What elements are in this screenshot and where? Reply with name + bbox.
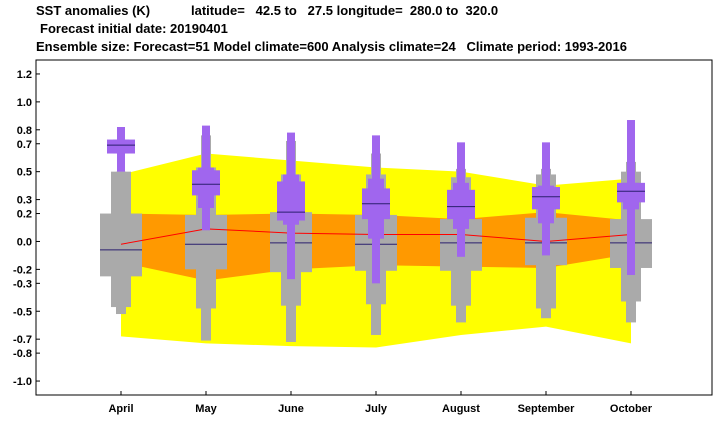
forecast-box xyxy=(617,182,645,203)
y-tick-label: -0.7 xyxy=(13,334,32,346)
x-tick-label: June xyxy=(278,403,304,415)
chart-title: SST anomalies (K) xyxy=(36,3,151,18)
x-tick-label: August xyxy=(442,403,480,415)
y-tick-label: -0.3 xyxy=(13,278,32,290)
y-tick-label: 1.0 xyxy=(17,97,32,109)
chart-header: SST anomalies (K) latitude= 42.5 to 27.5… xyxy=(0,0,720,58)
y-tick-label: 1.2 xyxy=(17,69,32,81)
x-tick-label: September xyxy=(518,403,576,415)
y-tick-label: -0.5 xyxy=(13,306,32,318)
forecast-box xyxy=(192,170,220,196)
forecast-box xyxy=(532,187,560,210)
x-tick-label: July xyxy=(365,403,388,415)
x-tick-label: October xyxy=(610,403,653,415)
forecast-box xyxy=(447,189,475,220)
y-tick-label: 0.8 xyxy=(17,125,32,137)
region-label: latitude= 42.5 to 27.5 longitude= 280.0 … xyxy=(191,3,499,18)
y-tick-label: 0.5 xyxy=(17,167,32,179)
y-tick-label: 0.7 xyxy=(17,139,32,151)
y-tick-label: 0.0 xyxy=(17,236,32,248)
plot-frame xyxy=(35,59,713,396)
y-tick-label: -0.2 xyxy=(13,264,32,276)
forecast-box xyxy=(277,181,305,221)
y-tick-label: -0.8 xyxy=(13,348,32,360)
x-tick-label: May xyxy=(195,403,217,415)
model-climate-box xyxy=(100,213,142,277)
y-tick-label: -1.0 xyxy=(13,376,32,388)
y-tick-label: 0.3 xyxy=(17,195,32,207)
forecast-date-label: Forecast initial date: 20190401 xyxy=(40,21,228,36)
forecast-box xyxy=(107,139,135,154)
y-tick-label: 0.2 xyxy=(17,209,32,221)
x-tick-label: April xyxy=(108,403,133,415)
ensemble-info-label: Ensemble size: Forecast=51 Model climate… xyxy=(36,39,627,54)
